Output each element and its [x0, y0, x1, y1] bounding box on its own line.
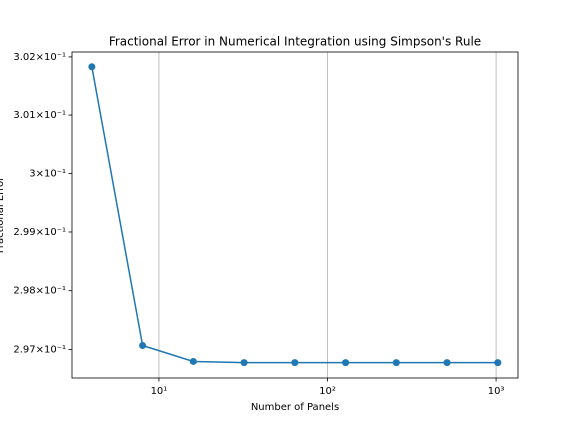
x-tick-label: 10³: [488, 386, 505, 397]
y-tick-label: 3×10⁻¹: [29, 168, 66, 179]
point: [392, 359, 400, 367]
point: [240, 359, 248, 367]
point: [342, 359, 350, 367]
point: [443, 359, 451, 367]
point: [189, 357, 197, 365]
chart-title: Fractional Error in Numerical Integratio…: [109, 35, 481, 49]
y-tick-label: 2.99×10⁻¹: [13, 227, 66, 238]
plot-frame: [71, 51, 519, 379]
point: [291, 359, 299, 367]
x-tick-label: 10²: [319, 386, 336, 397]
x-axis-label: Number of Panels: [251, 402, 339, 413]
x-tick-label: 10¹: [151, 386, 168, 397]
point: [139, 342, 147, 350]
y-tick-label: 2.97×10⁻¹: [13, 345, 66, 356]
y-tick-label: 3.02×10⁻¹: [13, 52, 66, 63]
point: [494, 359, 502, 367]
y-tick-label: 3.01×10⁻¹: [13, 110, 66, 121]
point: [88, 63, 96, 71]
y-tick-label: 2.98×10⁻¹: [13, 286, 66, 297]
y-axis-label: Fractional Error: [0, 176, 6, 253]
